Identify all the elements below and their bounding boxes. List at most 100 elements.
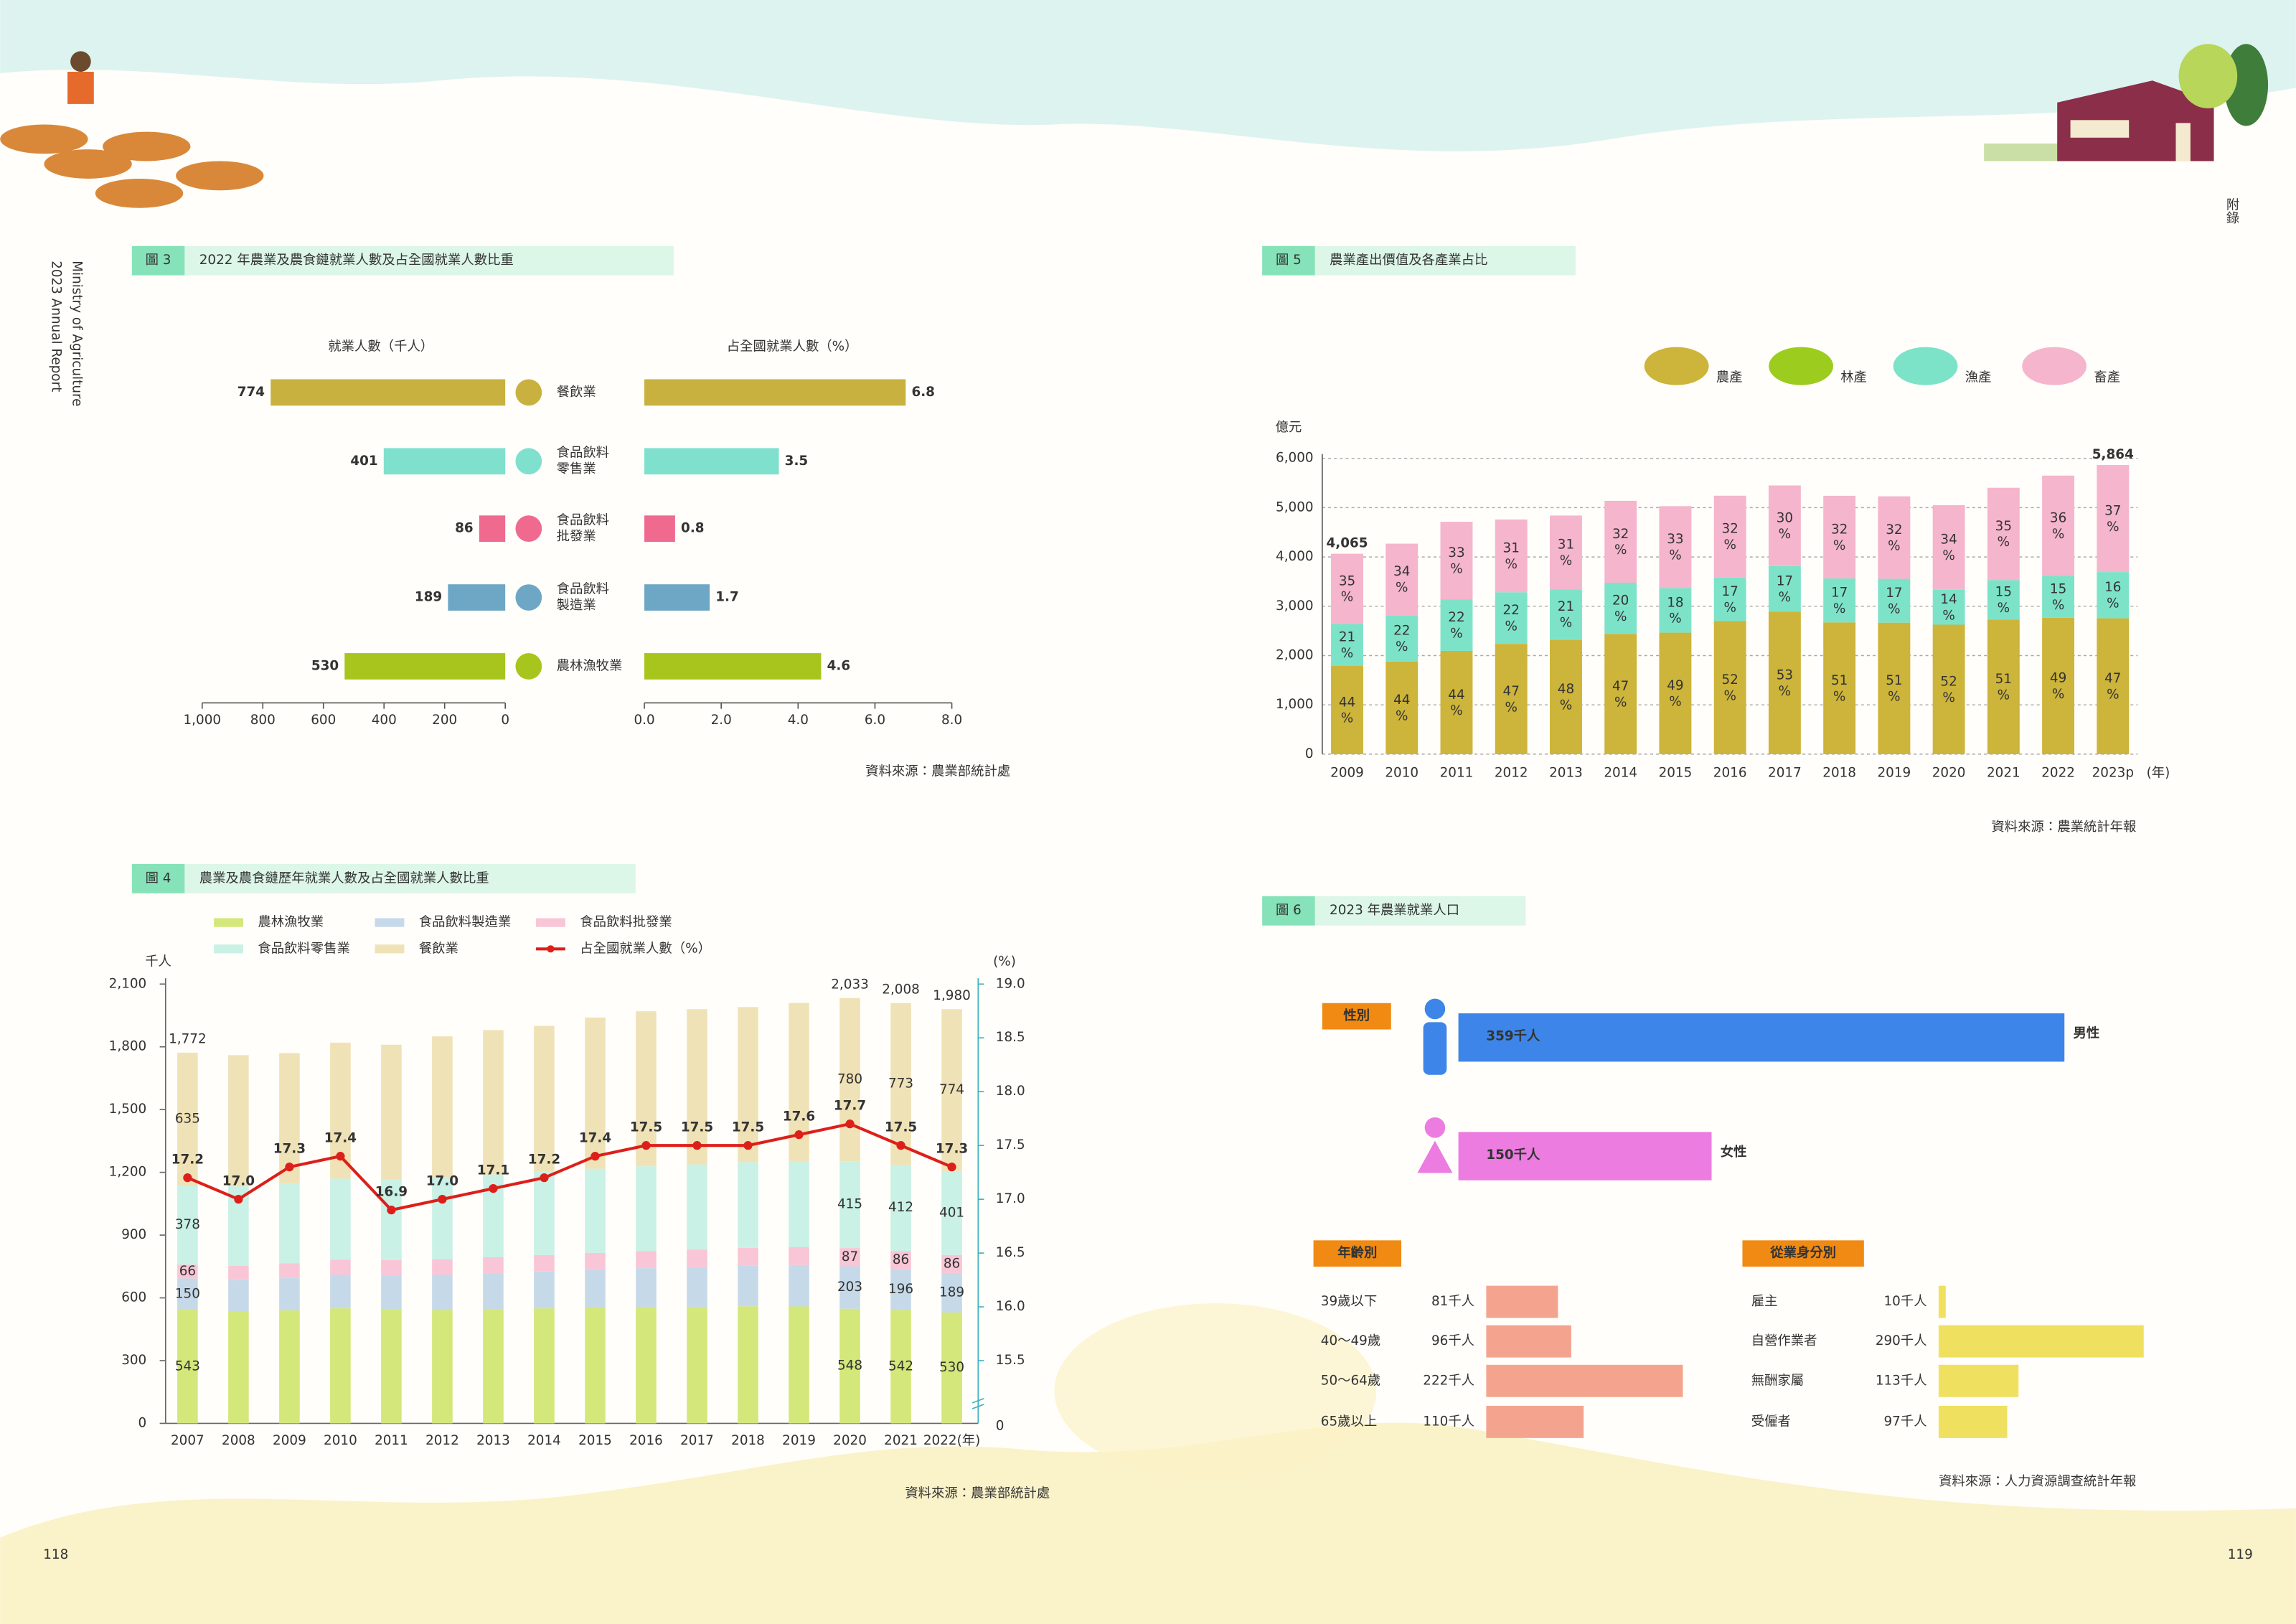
bar-segment <box>890 1003 911 1165</box>
bar-segment <box>2097 618 2130 754</box>
bar-segment <box>839 1161 860 1249</box>
bar <box>1458 1013 2065 1062</box>
segment-unit: % <box>1450 626 1462 641</box>
line-label: 17.7 <box>834 1099 866 1114</box>
x-tick-label: 2023p <box>2092 765 2134 780</box>
value-label: 401 <box>350 454 377 469</box>
bar-segment <box>2097 465 2130 573</box>
sand-wash <box>0 1422 2296 1624</box>
bar-segment <box>1878 622 1911 754</box>
segment-label: 33 <box>1667 532 1683 547</box>
y-tick-label: 1,800 <box>109 1039 147 1054</box>
bar-segment <box>1987 580 2020 620</box>
x-tick-label: 800 <box>250 713 276 728</box>
legend-swatch <box>214 944 243 954</box>
value-label: 1.7 <box>715 590 739 605</box>
axis-title: 占全國就業人數（%） <box>727 339 858 355</box>
segment-unit: % <box>1779 527 1791 542</box>
bar-segment <box>432 1036 453 1178</box>
bar-segment <box>1659 632 1692 754</box>
bar-segment <box>585 1269 606 1308</box>
figure-label: 圖 5 <box>1276 253 1302 268</box>
line-label: 17.3 <box>936 1142 968 1157</box>
legend-label: 食品飲料零售業 <box>258 941 350 956</box>
group-heading: 性別 <box>1343 1008 1370 1023</box>
farmer <box>70 51 91 72</box>
bar-segment <box>1659 588 1692 633</box>
segment-unit: % <box>1942 690 1954 705</box>
bar-segment <box>279 1310 300 1424</box>
person-icon <box>1424 1117 1446 1138</box>
bar <box>383 448 506 475</box>
bar-segment <box>381 1044 402 1180</box>
value-label: 359千人 <box>1486 1028 1540 1044</box>
segment-label: 20 <box>1612 593 1629 608</box>
bar-segment <box>789 1264 809 1307</box>
bar-segment <box>1604 500 1637 583</box>
bar-segment <box>585 1168 606 1253</box>
y-tick-label: 1,000 <box>1276 697 1314 712</box>
bar-segment <box>890 1165 911 1252</box>
bar-segment <box>1385 543 1418 616</box>
axis-title: 千人 <box>145 954 171 970</box>
segment-unit: % <box>1833 689 1845 704</box>
farm-house <box>1984 44 2269 161</box>
segment-label: 16 <box>2104 580 2121 595</box>
category-label: 無酬家屬 <box>1751 1373 1804 1388</box>
value-label: 81千人 <box>1431 1294 1474 1309</box>
bar-segment <box>483 1273 504 1310</box>
segment-unit: % <box>1888 690 1900 705</box>
line-point <box>234 1195 243 1204</box>
x-tick-label: 2007 <box>171 1433 204 1448</box>
bar-segment <box>1713 577 1746 621</box>
bar-segment <box>1385 661 1418 754</box>
bar-segment <box>1823 622 1856 754</box>
bar <box>644 448 779 475</box>
tray <box>95 178 184 208</box>
value-label: 189 <box>415 590 442 605</box>
bar-segment <box>941 1009 962 1171</box>
segment-label: 37 <box>2104 503 2121 518</box>
y2-tick-label: 16.0 <box>996 1299 1025 1314</box>
tray <box>176 161 264 191</box>
y2-tick-label: 18.5 <box>996 1030 1025 1045</box>
bar-segment <box>330 1275 351 1309</box>
x-tick-label: 1,000 <box>184 713 222 728</box>
legend-label: 食品飲料製造業 <box>419 915 512 930</box>
bar-segment <box>738 1007 758 1163</box>
segment-unit: % <box>1396 709 1408 724</box>
bar <box>1938 1364 2019 1397</box>
segment-label: 22 <box>1393 623 1410 638</box>
segment-label: 150 <box>175 1286 200 1301</box>
bar-segment <box>1331 624 1363 667</box>
legend-swatch <box>375 918 405 927</box>
x-tick-label: 600 <box>311 713 336 728</box>
bar <box>644 379 906 406</box>
category-label: 雇主 <box>1751 1294 1778 1309</box>
bar-segment <box>585 1252 606 1270</box>
x-tick-label: 2011 <box>375 1433 408 1448</box>
line-label: 17.1 <box>477 1163 509 1178</box>
category-label: 農林漁牧業 <box>557 658 623 673</box>
bar-segment <box>941 1254 962 1273</box>
x-tick-label: 400 <box>372 713 397 728</box>
category-label: 自營作業者 <box>1751 1333 1817 1348</box>
x-tick-label: 2017 <box>680 1433 714 1448</box>
legend-icon <box>2022 347 2087 385</box>
bar-segment <box>1768 485 1801 566</box>
category-label: 食品飲料 <box>557 581 609 596</box>
y2-break-label: 0 <box>996 1419 1004 1434</box>
category-label: 65歲以上 <box>1321 1414 1377 1429</box>
x-tick-label: 2018 <box>731 1433 765 1448</box>
axis-title: 億元 <box>1276 420 1302 435</box>
segment-label: 17 <box>1777 573 1793 588</box>
bar-segment <box>738 1306 758 1424</box>
line-point <box>540 1173 549 1183</box>
x-tick-label: 2011 <box>1440 765 1474 780</box>
segment-label: 17 <box>1831 586 1848 601</box>
value-label: 0.8 <box>681 521 705 536</box>
segment-label: 33 <box>1448 545 1464 560</box>
bar-segment <box>585 1017 606 1169</box>
segment-label: 203 <box>837 1280 862 1295</box>
bar-segment <box>839 1308 860 1424</box>
